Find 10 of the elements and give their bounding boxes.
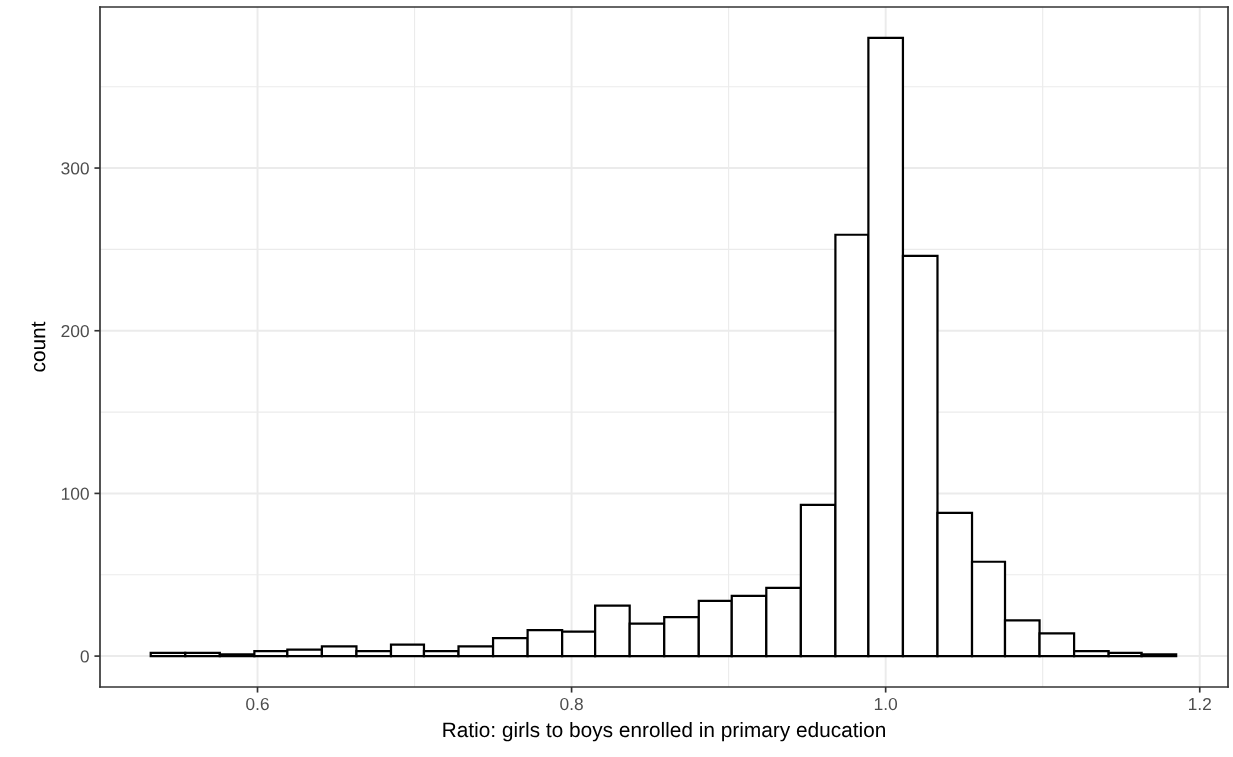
y-tick-label: 300	[61, 162, 89, 175]
y-tick-label: 200	[61, 324, 89, 338]
x-tick-label: 1.0	[874, 697, 898, 711]
x-tick-label: 0.6	[246, 697, 269, 711]
x-tick-label: 1.2	[1188, 697, 1211, 710]
y-tick-label: 0	[80, 650, 89, 663]
y-axis-title: count	[31, 321, 46, 372]
x-tick-label: 0.8	[560, 697, 583, 711]
x-axis-title: Ratio: girls to boys enrolled in primary education	[443, 721, 885, 742]
y-tick-label: 100	[61, 487, 89, 500]
